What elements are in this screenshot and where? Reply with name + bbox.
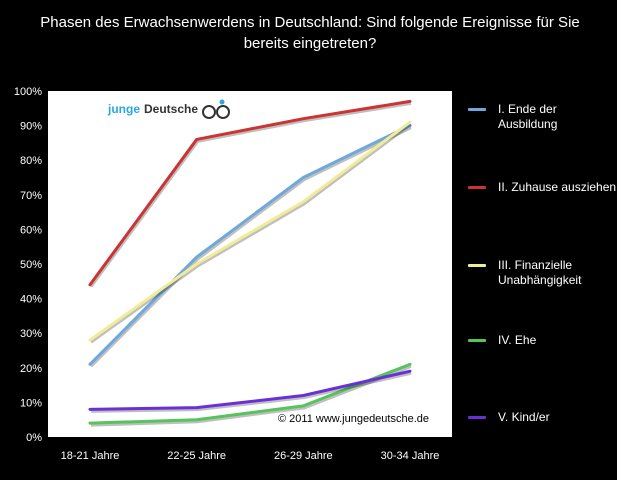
series-line-5 (88, 369, 412, 411)
legend-label: I. Ende der Ausbildung (498, 102, 558, 131)
series-line-shadow-4 (90, 364, 412, 427)
legend-swatch (468, 186, 486, 189)
x-tick-label: 18-21 Jahre (61, 450, 120, 462)
x-tick-label: 26-29 Jahre (274, 450, 333, 462)
legend-swatch (468, 264, 486, 267)
y-tick-label: 90% (20, 121, 42, 133)
series-line-shadow-2 (89, 101, 412, 288)
legend: I. Ende der Ausbildung II. Zuhause auszie… (468, 0, 617, 480)
y-tick-label: 30% (20, 328, 42, 340)
legend-swatch (468, 416, 486, 419)
legend-label: III. Finanzielle Unabhängigkeit (498, 258, 582, 287)
legend-label: II. Zuhause ausziehen (498, 180, 617, 194)
series-line-shadow-3 (90, 122, 412, 344)
x-tick-label: 30-34 Jahre (381, 450, 440, 462)
y-tick-label: 0% (26, 432, 42, 444)
plot-background (48, 91, 452, 437)
series-line-2 (88, 99, 412, 287)
junge-deutsche-logo: junge Deutsche (108, 96, 231, 122)
y-tick-label: 50% (20, 259, 42, 271)
y-tick-label: 10% (20, 397, 42, 409)
y-tick-label: 20% (20, 363, 42, 375)
copyright-notice: © 2011 www.jungedeutsche.de (278, 413, 430, 425)
y-tick-label: 70% (20, 190, 42, 202)
y-tick-label: 40% (20, 294, 42, 306)
y-tick-label: 80% (20, 155, 42, 167)
legend-label: V. Kind/er (498, 410, 550, 424)
legend-swatch (468, 339, 486, 342)
logo-word-deutsche: Deutsche (144, 102, 199, 116)
series-line-shadow-5 (90, 371, 412, 413)
series-line-3 (88, 120, 412, 342)
y-tick-label: 60% (20, 224, 42, 236)
legend-swatch (468, 108, 486, 111)
x-tick-label: 22-25 Jahre (167, 450, 226, 462)
series-line-4 (88, 362, 412, 425)
legend-label: IV. Ehe (498, 333, 537, 347)
logo-word-junge: junge (108, 102, 140, 116)
chart-title: Phasen des Erwachsenwerdens in Deutschla… (40, 14, 580, 52)
series-line-1 (88, 124, 412, 366)
bicycle-icon (202, 99, 231, 119)
series-line-shadow-1 (89, 126, 412, 368)
y-tick-label: 100% (14, 86, 42, 98)
